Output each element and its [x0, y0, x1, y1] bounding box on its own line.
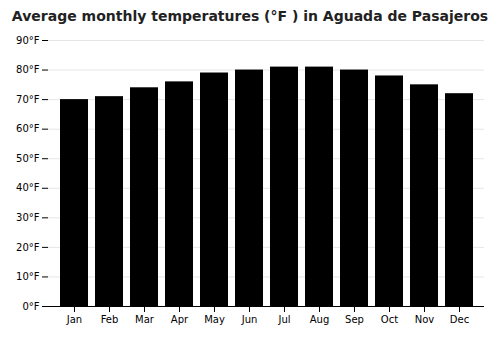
html-text:Average monthly temperatures (: Average monthly temperatures (°F ) in Ag… [11, 8, 489, 24]
svg-text:50°F: 50°F [16, 153, 40, 164]
svg-text:Nov: Nov [415, 314, 435, 325]
svg-text:Mar: Mar [135, 314, 155, 325]
svg-text:0°F: 0°F [22, 301, 39, 312]
svg-text:10°F: 10°F [16, 271, 40, 282]
svg-text:30°F: 30°F [16, 212, 40, 223]
svg-text:Sep: Sep [345, 314, 364, 325]
svg-text:Jan: Jan [66, 314, 82, 325]
svg-text:60°F: 60°F [16, 123, 40, 134]
svg-text:Jun: Jun [241, 314, 258, 325]
svg-text:Apr: Apr [171, 314, 189, 325]
svg-text:May: May [204, 314, 225, 325]
svg-text:Oct: Oct [381, 314, 398, 325]
svg-text:70°F: 70°F [16, 94, 40, 105]
svg-text:Aug: Aug [310, 314, 330, 325]
svg-text:90°F: 90°F [16, 35, 40, 46]
svg-text:Dec: Dec [450, 314, 469, 325]
svg-text:Jul: Jul [277, 314, 290, 325]
svg-text:20°F: 20°F [16, 242, 40, 253]
svg-text:Feb: Feb [101, 314, 119, 325]
svg-text:80°F: 80°F [16, 64, 40, 75]
svg-text:40°F: 40°F [16, 182, 40, 193]
